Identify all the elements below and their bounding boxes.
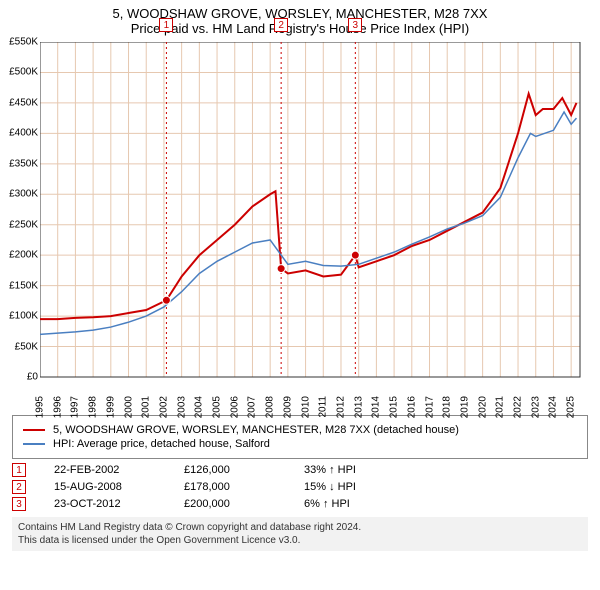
x-tick-label: 1996 bbox=[52, 396, 63, 418]
y-tick-label: £100K bbox=[0, 311, 38, 322]
transaction-row: 2 15-AUG-2008£178,00015% ↓ HPI bbox=[12, 480, 588, 494]
chart-title-line2: Price paid vs. HM Land Registry's House … bbox=[0, 21, 600, 36]
transaction-date: 23-OCT-2012 bbox=[54, 498, 184, 510]
transaction-marker: 2 bbox=[274, 18, 288, 32]
transaction-row-marker: 3 bbox=[12, 497, 26, 511]
x-tick-label: 2013 bbox=[353, 396, 364, 418]
x-tick-label: 2022 bbox=[513, 396, 524, 418]
x-tick-label: 2009 bbox=[282, 396, 293, 418]
x-tick-label: 2014 bbox=[371, 396, 382, 418]
legend-item: HPI: Average price, detached house, Salf… bbox=[23, 438, 577, 450]
chart-legend: 5, WOODSHAW GROVE, WORSLEY, MANCHESTER, … bbox=[12, 415, 588, 459]
transaction-price: £178,000 bbox=[184, 481, 304, 493]
x-tick-label: 1997 bbox=[70, 396, 81, 418]
x-tick-label: 2007 bbox=[247, 396, 258, 418]
x-tick-label: 2006 bbox=[229, 396, 240, 418]
attribution-footnote: Contains HM Land Registry data © Crown c… bbox=[12, 517, 588, 551]
x-tick-label: 2015 bbox=[389, 396, 400, 418]
transaction-row: 3 23-OCT-2012£200,0006% ↑ HPI bbox=[12, 497, 588, 511]
transaction-marker: 1 bbox=[159, 18, 173, 32]
transaction-price: £200,000 bbox=[184, 498, 304, 510]
y-tick-label: £550K bbox=[0, 37, 38, 48]
chart-title-line1: 5, WOODSHAW GROVE, WORSLEY, MANCHESTER, … bbox=[0, 6, 600, 21]
transaction-hpi-diff: 6% ↑ HPI bbox=[304, 498, 424, 510]
y-tick-label: £500K bbox=[0, 67, 38, 78]
x-tick-label: 1999 bbox=[105, 396, 116, 418]
x-tick-label: 2020 bbox=[477, 396, 488, 418]
transaction-row-marker: 2 bbox=[12, 480, 26, 494]
x-tick-label: 2018 bbox=[442, 396, 453, 418]
transaction-list: 1 22-FEB-2002£126,00033% ↑ HPI 2 15-AUG-200… bbox=[12, 463, 588, 511]
transaction-marker: 3 bbox=[348, 18, 362, 32]
footnote-line1: Contains HM Land Registry data © Crown c… bbox=[18, 521, 582, 534]
y-tick-label: £150K bbox=[0, 280, 38, 291]
x-tick-label: 2023 bbox=[530, 396, 541, 418]
legend-swatch bbox=[23, 429, 45, 431]
x-tick-label: 2004 bbox=[194, 396, 205, 418]
x-tick-label: 2005 bbox=[212, 396, 223, 418]
x-tick-label: 2017 bbox=[424, 396, 435, 418]
y-tick-label: £250K bbox=[0, 219, 38, 230]
x-tick-label: 2016 bbox=[406, 396, 417, 418]
transaction-date: 15-AUG-2008 bbox=[54, 481, 184, 493]
chart-area: £0£50K£100K£150K£200K£250K£300K£350K£400… bbox=[40, 42, 600, 407]
x-tick-label: 2011 bbox=[318, 396, 329, 418]
x-tick-label: 2010 bbox=[300, 396, 311, 418]
x-tick-label: 2024 bbox=[548, 396, 559, 418]
y-tick-label: £200K bbox=[0, 250, 38, 261]
legend-label: 5, WOODSHAW GROVE, WORSLEY, MANCHESTER, … bbox=[53, 424, 459, 436]
x-tick-label: 2008 bbox=[265, 396, 276, 418]
y-tick-label: £300K bbox=[0, 189, 38, 200]
x-tick-label: 2025 bbox=[566, 396, 577, 418]
x-tick-label: 2002 bbox=[158, 396, 169, 418]
x-tick-label: 1995 bbox=[35, 396, 46, 418]
y-tick-label: £50K bbox=[0, 341, 38, 352]
x-tick-label: 2000 bbox=[123, 396, 134, 418]
x-tick-label: 2001 bbox=[141, 396, 152, 418]
footnote-line2: This data is licensed under the Open Gov… bbox=[18, 534, 582, 547]
legend-item: 5, WOODSHAW GROVE, WORSLEY, MANCHESTER, … bbox=[23, 424, 577, 436]
y-tick-label: £350K bbox=[0, 158, 38, 169]
transaction-row: 1 22-FEB-2002£126,00033% ↑ HPI bbox=[12, 463, 588, 477]
chart-title-block: 5, WOODSHAW GROVE, WORSLEY, MANCHESTER, … bbox=[0, 0, 600, 38]
transaction-hpi-diff: 33% ↑ HPI bbox=[304, 464, 424, 476]
page: 5, WOODSHAW GROVE, WORSLEY, MANCHESTER, … bbox=[0, 0, 600, 590]
y-tick-label: £400K bbox=[0, 128, 38, 139]
legend-swatch bbox=[23, 443, 45, 445]
transaction-row-marker: 1 bbox=[12, 463, 26, 477]
legend-label: HPI: Average price, detached house, Salf… bbox=[53, 438, 270, 450]
x-tick-label: 2019 bbox=[459, 396, 470, 418]
transaction-hpi-diff: 15% ↓ HPI bbox=[304, 481, 424, 493]
y-tick-label: £0 bbox=[0, 372, 38, 383]
x-tick-label: 2012 bbox=[335, 396, 346, 418]
x-tick-label: 2021 bbox=[495, 396, 506, 418]
line-chart bbox=[40, 42, 600, 407]
y-tick-label: £450K bbox=[0, 97, 38, 108]
x-tick-label: 2003 bbox=[176, 396, 187, 418]
transaction-date: 22-FEB-2002 bbox=[54, 464, 184, 476]
x-tick-label: 1998 bbox=[88, 396, 99, 418]
transaction-price: £126,000 bbox=[184, 464, 304, 476]
